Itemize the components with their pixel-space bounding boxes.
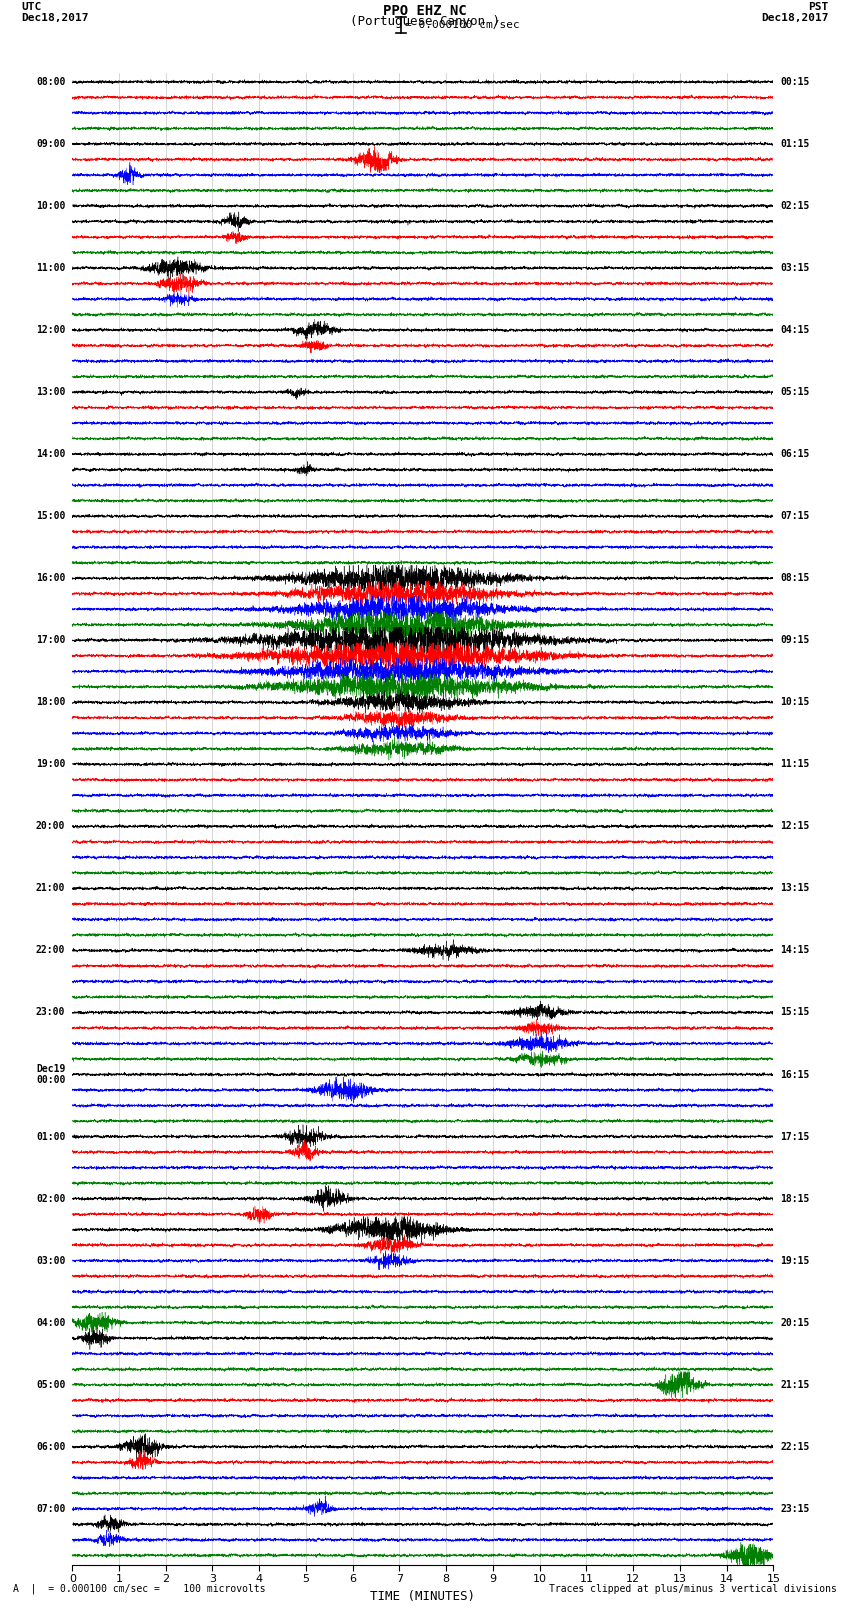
Text: 11:15: 11:15 [780,760,810,769]
Text: 14:15: 14:15 [780,945,810,955]
Text: 08:15: 08:15 [780,573,810,584]
Text: 05:00: 05:00 [36,1379,65,1390]
Text: 04:15: 04:15 [780,326,810,336]
Text: 07:00: 07:00 [36,1503,65,1513]
X-axis label: TIME (MINUTES): TIME (MINUTES) [371,1590,475,1603]
Text: PPO EHZ NC: PPO EHZ NC [383,5,467,18]
Text: 14:00: 14:00 [36,448,65,460]
Text: Dec18,2017: Dec18,2017 [21,13,88,23]
Text: 22:00: 22:00 [36,945,65,955]
Text: 06:15: 06:15 [780,448,810,460]
Text: 21:00: 21:00 [36,884,65,894]
Text: 10:15: 10:15 [780,697,810,706]
Text: 07:15: 07:15 [780,511,810,521]
Text: 09:15: 09:15 [780,636,810,645]
Text: 06:00: 06:00 [36,1442,65,1452]
Text: 15:15: 15:15 [780,1008,810,1018]
Text: 17:00: 17:00 [36,636,65,645]
Text: = 0.000100 cm/sec: = 0.000100 cm/sec [405,19,520,31]
Text: 02:15: 02:15 [780,202,810,211]
Text: 23:00: 23:00 [36,1008,65,1018]
Text: 02:00: 02:00 [36,1194,65,1203]
Text: 17:15: 17:15 [780,1132,810,1142]
Text: 23:15: 23:15 [780,1503,810,1513]
Text: 16:00: 16:00 [36,573,65,584]
Text: 13:00: 13:00 [36,387,65,397]
Text: Dec19
00:00: Dec19 00:00 [36,1063,65,1086]
Text: (Portuguese Canyon ): (Portuguese Canyon ) [350,15,500,27]
Text: PST: PST [808,3,829,13]
Text: Traces clipped at plus/minus 3 vertical divisions: Traces clipped at plus/minus 3 vertical … [549,1584,837,1594]
Text: Dec18,2017: Dec18,2017 [762,13,829,23]
Text: UTC: UTC [21,3,42,13]
Text: 12:15: 12:15 [780,821,810,831]
Text: 08:00: 08:00 [36,77,65,87]
Text: 12:00: 12:00 [36,326,65,336]
Text: 22:15: 22:15 [780,1442,810,1452]
Text: A  |  = 0.000100 cm/sec =    100 microvolts: A | = 0.000100 cm/sec = 100 microvolts [13,1582,265,1594]
Text: 20:00: 20:00 [36,821,65,831]
Text: 19:15: 19:15 [780,1255,810,1266]
Text: 09:00: 09:00 [36,139,65,148]
Text: 16:15: 16:15 [780,1069,810,1079]
Text: 11:00: 11:00 [36,263,65,273]
Text: 03:15: 03:15 [780,263,810,273]
Text: 01:00: 01:00 [36,1132,65,1142]
Text: 00:15: 00:15 [780,77,810,87]
Text: 15:00: 15:00 [36,511,65,521]
Text: 05:15: 05:15 [780,387,810,397]
Text: 19:00: 19:00 [36,760,65,769]
Text: 04:00: 04:00 [36,1318,65,1327]
Text: 01:15: 01:15 [780,139,810,148]
Text: 10:00: 10:00 [36,202,65,211]
Text: 18:15: 18:15 [780,1194,810,1203]
Text: 20:15: 20:15 [780,1318,810,1327]
Text: 03:00: 03:00 [36,1255,65,1266]
Text: 13:15: 13:15 [780,884,810,894]
Text: 18:00: 18:00 [36,697,65,706]
Text: 21:15: 21:15 [780,1379,810,1390]
